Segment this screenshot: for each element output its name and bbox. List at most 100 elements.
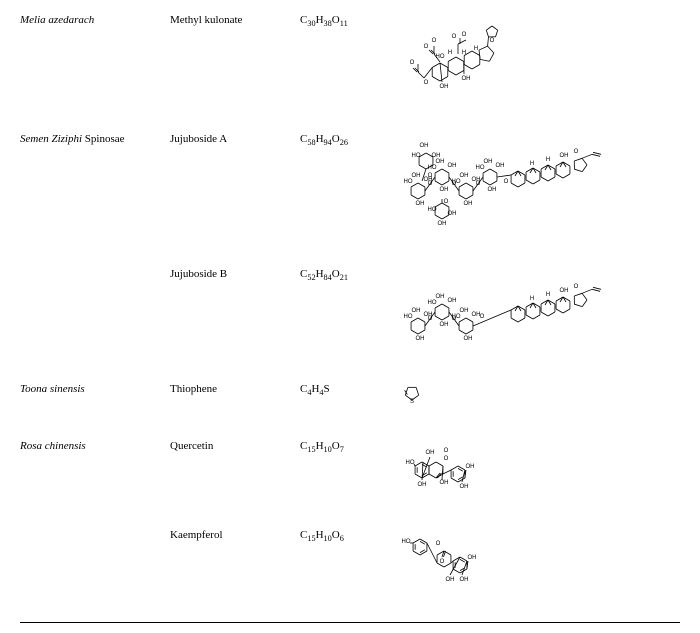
svg-text:OH: OH [438,221,447,227]
table-row: Jujuboside BC52H84O21OHHHOHOOHOHOHOHOOHO… [20,264,680,379]
svg-text:OH: OH [446,577,455,583]
svg-text:OH: OH [466,464,475,470]
svg-text:O: O [424,80,429,86]
species-cell: Rosa chinensis [20,436,170,525]
svg-text:O: O [574,149,579,155]
structure-cell: HOOHOHOOOHOHOH [400,436,680,525]
structure-cell: OHHHOHOOHOHOHOHOOHOHOHOHOOHOHOHOHOOHOHOH… [400,129,680,264]
formula-cell: C30H38O11 [300,10,400,129]
svg-text:O: O [480,314,485,320]
svg-text:O: O [490,38,495,44]
svg-text:OH: OH [460,308,469,314]
formula-cell: C52H84O21 [300,264,400,379]
svg-text:HO: HO [412,153,421,159]
svg-text:HO: HO [404,179,413,185]
svg-text:OH: OH [432,153,441,159]
svg-text:HO: HO [476,165,485,171]
svg-text:OH: OH [484,159,493,165]
svg-text:H: H [546,292,550,298]
svg-text:O: O [462,32,467,38]
svg-text:OH: OH [460,173,469,179]
species-cell: Semen Ziziphi Spinosae [20,129,170,264]
svg-text:O: O [432,38,437,44]
svg-text:O: O [440,559,445,565]
compound-cell: Kaempferol [170,525,300,618]
svg-text:HO: HO [428,300,437,306]
svg-text:O: O [444,199,449,205]
svg-text:H: H [546,157,550,163]
table-row: Semen Ziziphi SpinosaeJujuboside AC58H94… [20,129,680,264]
svg-text:O: O [476,181,481,187]
species-cell [20,525,170,618]
table-row: Melia azedarachMethyl kulonateC30H38O11 O… [20,10,680,129]
svg-text:OH: OH [412,308,421,314]
svg-text:OH: OH [464,336,473,342]
svg-text:H: H [530,296,534,302]
svg-text:O: O [574,284,579,290]
svg-text:O: O [428,173,433,179]
svg-text:OH: OH [560,153,569,159]
compound-cell: Methyl kulonate [170,10,300,129]
compound-table: Melia azedarachMethyl kulonateC30H38O11 O… [20,10,680,618]
svg-text:H: H [462,50,466,56]
svg-text:O: O [428,181,433,187]
svg-text:O: O [436,541,441,547]
svg-text:HO: HO [406,460,415,466]
svg-text:HO: HO [402,539,411,545]
species-cell: Melia azedarach [20,10,170,129]
svg-text:O: O [410,60,415,66]
svg-text:OH: OH [440,84,449,90]
structure-quercetin: HOOHOHOOOHOHOH [400,440,482,494]
structure-jujubosideA: OHHHOHOOHOHOHOHOOHOHOHOHOOHOHOHOHOOHOHOH… [400,133,610,233]
svg-text:OH: OH [412,173,421,179]
formula-cell: C15H10O6 [300,525,400,618]
svg-text:H: H [474,46,478,52]
svg-text:H: H [530,161,534,167]
svg-text:OH: OH [448,298,457,304]
svg-text:OH: OH [560,288,569,294]
compound-cell: Thiophene [170,379,300,436]
species-cell: Toona sinensis [20,379,170,436]
svg-text:OH: OH [440,322,449,328]
table-row: Toona sinensisThiopheneC4H4SS [20,379,680,436]
svg-text:OH: OH [462,76,471,82]
structure-cell: OHHHOHOOHOHOHOHOOHOHOHOHOOHOHOHO [400,264,680,379]
structure-methylkulonate: OOOOOOHOHHHHHOOO [400,14,510,98]
svg-text:OH: OH [440,480,449,486]
svg-text:H: H [448,50,452,56]
svg-text:OH: OH [496,163,505,169]
structure-jujubosideB: OHHHOHOOHOHOHOHOOHOHOHOHOOHOHOHO [400,268,610,348]
svg-text:HO: HO [452,314,461,320]
structure-thiophene: S [400,383,424,405]
svg-text:OH: OH [436,159,445,165]
structure-cell: S [400,379,680,436]
svg-text:O: O [444,448,449,454]
svg-text:O: O [428,316,433,322]
svg-text:OH: OH [416,201,425,207]
svg-text:O: O [504,179,509,185]
svg-text:OH: OH [416,336,425,342]
svg-text:OH: OH [448,163,457,169]
svg-text:OH: OH [460,484,469,490]
table-bottom-rule [20,622,680,623]
structure-cell: OOOOOOHOHHHHHOOO [400,10,680,129]
compound-cell: Jujuboside A [170,129,300,264]
svg-text:HO: HO [404,314,413,320]
svg-text:OH: OH [420,143,429,149]
svg-text:O: O [452,34,457,40]
svg-text:OH: OH [440,187,449,193]
table-row: Rosa chinensisQuercetinC15H10O7HOOHOHOOO… [20,436,680,525]
svg-text:OH: OH [464,201,473,207]
compound-cell: Quercetin [170,436,300,525]
svg-text:HO: HO [436,54,445,60]
svg-text:OH: OH [436,294,445,300]
compound-cell: Jujuboside B [170,264,300,379]
svg-text:OH: OH [468,555,477,561]
svg-text:OH: OH [418,482,427,488]
table-row: KaempferolC15H10O6OHOOOHOHOH [20,525,680,618]
structure-kaempferol: OHOOOHOHOH [400,529,484,587]
svg-text:O: O [424,44,429,50]
formula-cell: C58H94O26 [300,129,400,264]
svg-text:OH: OH [448,211,457,217]
svg-text:HO: HO [452,179,461,185]
